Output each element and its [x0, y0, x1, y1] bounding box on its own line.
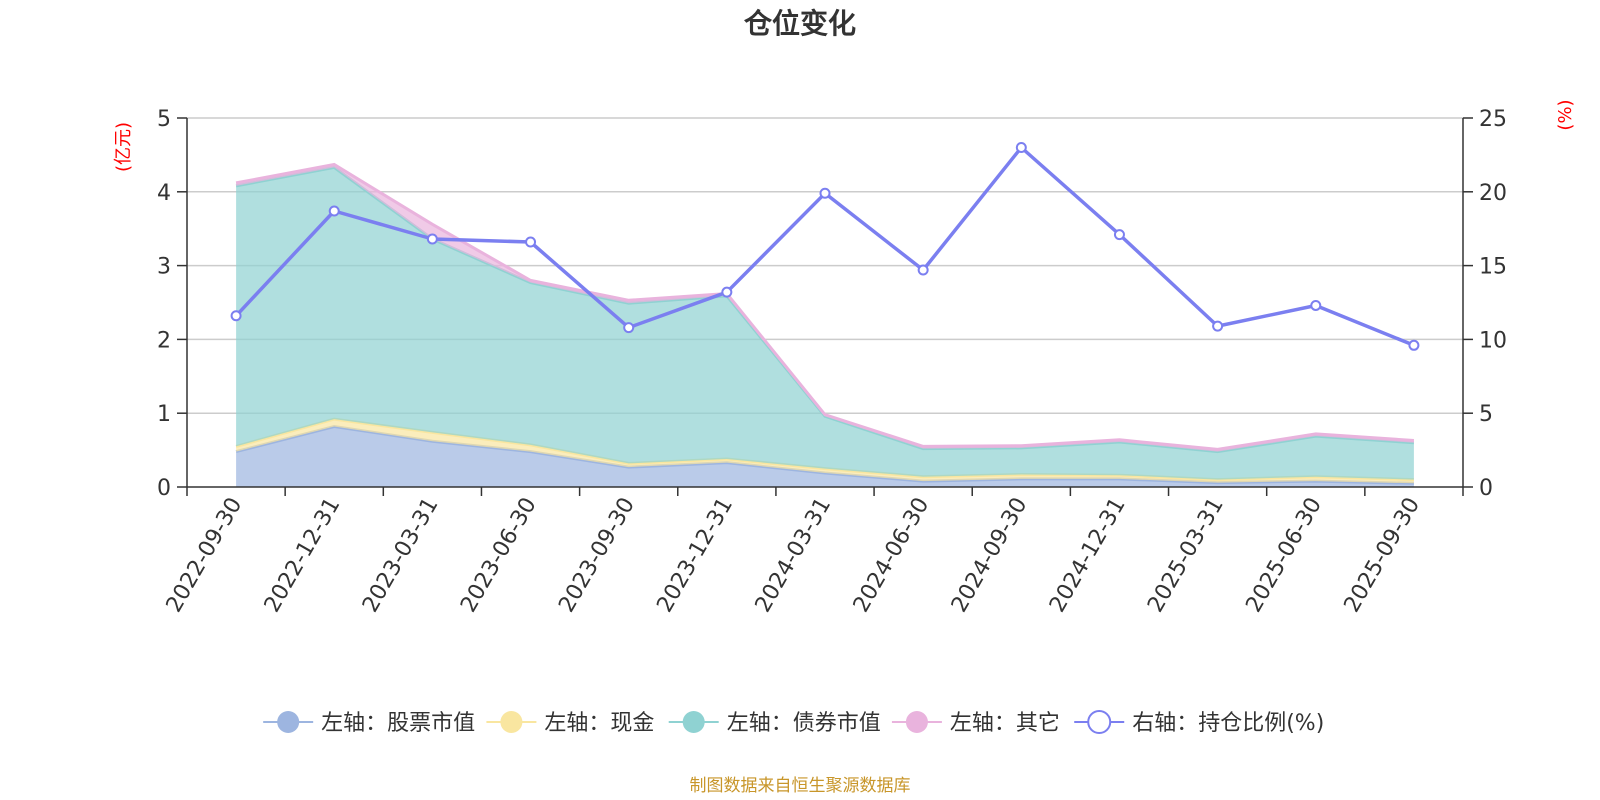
x-axis-tick-label: 2023-12-31 — [652, 494, 738, 617]
area-layer — [235, 162, 1415, 487]
x-axis-tick-label: 2022-12-31 — [260, 494, 346, 617]
line-layer — [230, 142, 1420, 351]
legend-label: 左轴：债券市值 — [727, 711, 881, 736]
legend-marker-icon — [1087, 710, 1112, 734]
legend-marker-icon — [500, 711, 523, 733]
holding-ratio-point[interactable] — [1113, 229, 1125, 241]
legend-item[interactable]: 左轴：其它 — [891, 711, 1060, 736]
right-axis-tick-label: 20 — [1479, 181, 1507, 206]
holding-ratio-point[interactable] — [623, 322, 635, 334]
right-axis-tick-label: 10 — [1479, 328, 1507, 353]
x-axis-tick-label: 2024-09-30 — [947, 494, 1033, 617]
right-axis-tick-label: 5 — [1479, 402, 1493, 427]
left-axis-tick-label: 1 — [157, 402, 171, 427]
legend: 左轴：股票市值 左轴：现金 左轴：债券市值 左轴：其它 右轴：持仓比例(%) — [263, 710, 1324, 736]
holding-ratio-point[interactable] — [819, 187, 831, 199]
x-axis-tick-label: 2022-09-30 — [162, 494, 248, 617]
x-axis-tick-label: 2025-03-31 — [1143, 494, 1229, 617]
x-axis-tick-label: 2024-03-31 — [751, 494, 837, 617]
holding-ratio-point[interactable] — [426, 233, 438, 245]
x-axis-tick-label: 2024-06-30 — [849, 493, 935, 616]
right-axis-tick-label: 25 — [1479, 107, 1507, 132]
holding-ratio-point[interactable] — [917, 264, 929, 276]
x-axis-tick-label: 2024-12-31 — [1045, 494, 1131, 617]
legend-item[interactable]: 左轴：股票市值 — [263, 711, 475, 736]
area-series — [236, 419, 1414, 484]
left-axis-tick-label: 3 — [157, 255, 171, 280]
legend-label: 左轴：现金 — [544, 711, 654, 736]
x-axis-tick-label: 2025-06-30 — [1241, 494, 1327, 617]
holding-ratio-point[interactable] — [328, 205, 340, 217]
right-axis-tick-label: 0 — [1479, 476, 1493, 501]
legend-item[interactable]: 右轴：持仓比例(%) — [1074, 710, 1324, 736]
right-axis-tick-label: 15 — [1479, 255, 1507, 280]
legend-marker-icon — [277, 711, 300, 733]
area-series-line — [235, 162, 1415, 451]
area-series — [236, 167, 1414, 480]
chart-title: 仓位变化 — [744, 7, 856, 40]
holding-ratio-point[interactable] — [721, 286, 733, 298]
left-axis-tick-label: 2 — [157, 328, 171, 353]
legend-marker-icon — [682, 711, 705, 733]
right-axis-unit: (%) — [1555, 99, 1576, 130]
area-series — [236, 426, 1414, 487]
x-axis-tick-label: 2023-09-30 — [554, 494, 640, 617]
data-source-note: 制图数据来自恒生聚源数据库 — [690, 776, 911, 796]
holding-ratio-point[interactable] — [525, 236, 537, 248]
x-axis-tick-label: 2023-03-31 — [358, 494, 444, 617]
holding-ratio-point[interactable] — [230, 310, 242, 322]
holding-ratio-point[interactable] — [1408, 339, 1420, 351]
holding-ratio-point[interactable] — [1310, 299, 1322, 311]
legend-item[interactable]: 左轴：债券市值 — [668, 711, 881, 736]
legend-label: 左轴：股票市值 — [321, 711, 475, 736]
legend-item[interactable]: 左轴：现金 — [486, 711, 654, 736]
legend-label: 左轴：其它 — [950, 711, 1060, 736]
left-axis-unit: (亿元) — [113, 122, 134, 172]
holding-ratio-point[interactable] — [1212, 320, 1224, 332]
left-axis-tick-label: 5 — [157, 107, 171, 132]
holding-ratio-point[interactable] — [1015, 142, 1027, 154]
legend-marker-icon — [905, 711, 928, 733]
x-axis-tick-label: 2023-06-30 — [456, 494, 542, 617]
x-axis-tick-label: 2025-09-30 — [1340, 494, 1426, 617]
legend-label: 右轴：持仓比例(%) — [1132, 711, 1324, 736]
left-axis-tick-label: 4 — [157, 181, 171, 206]
left-axis-tick-label: 0 — [157, 476, 171, 501]
